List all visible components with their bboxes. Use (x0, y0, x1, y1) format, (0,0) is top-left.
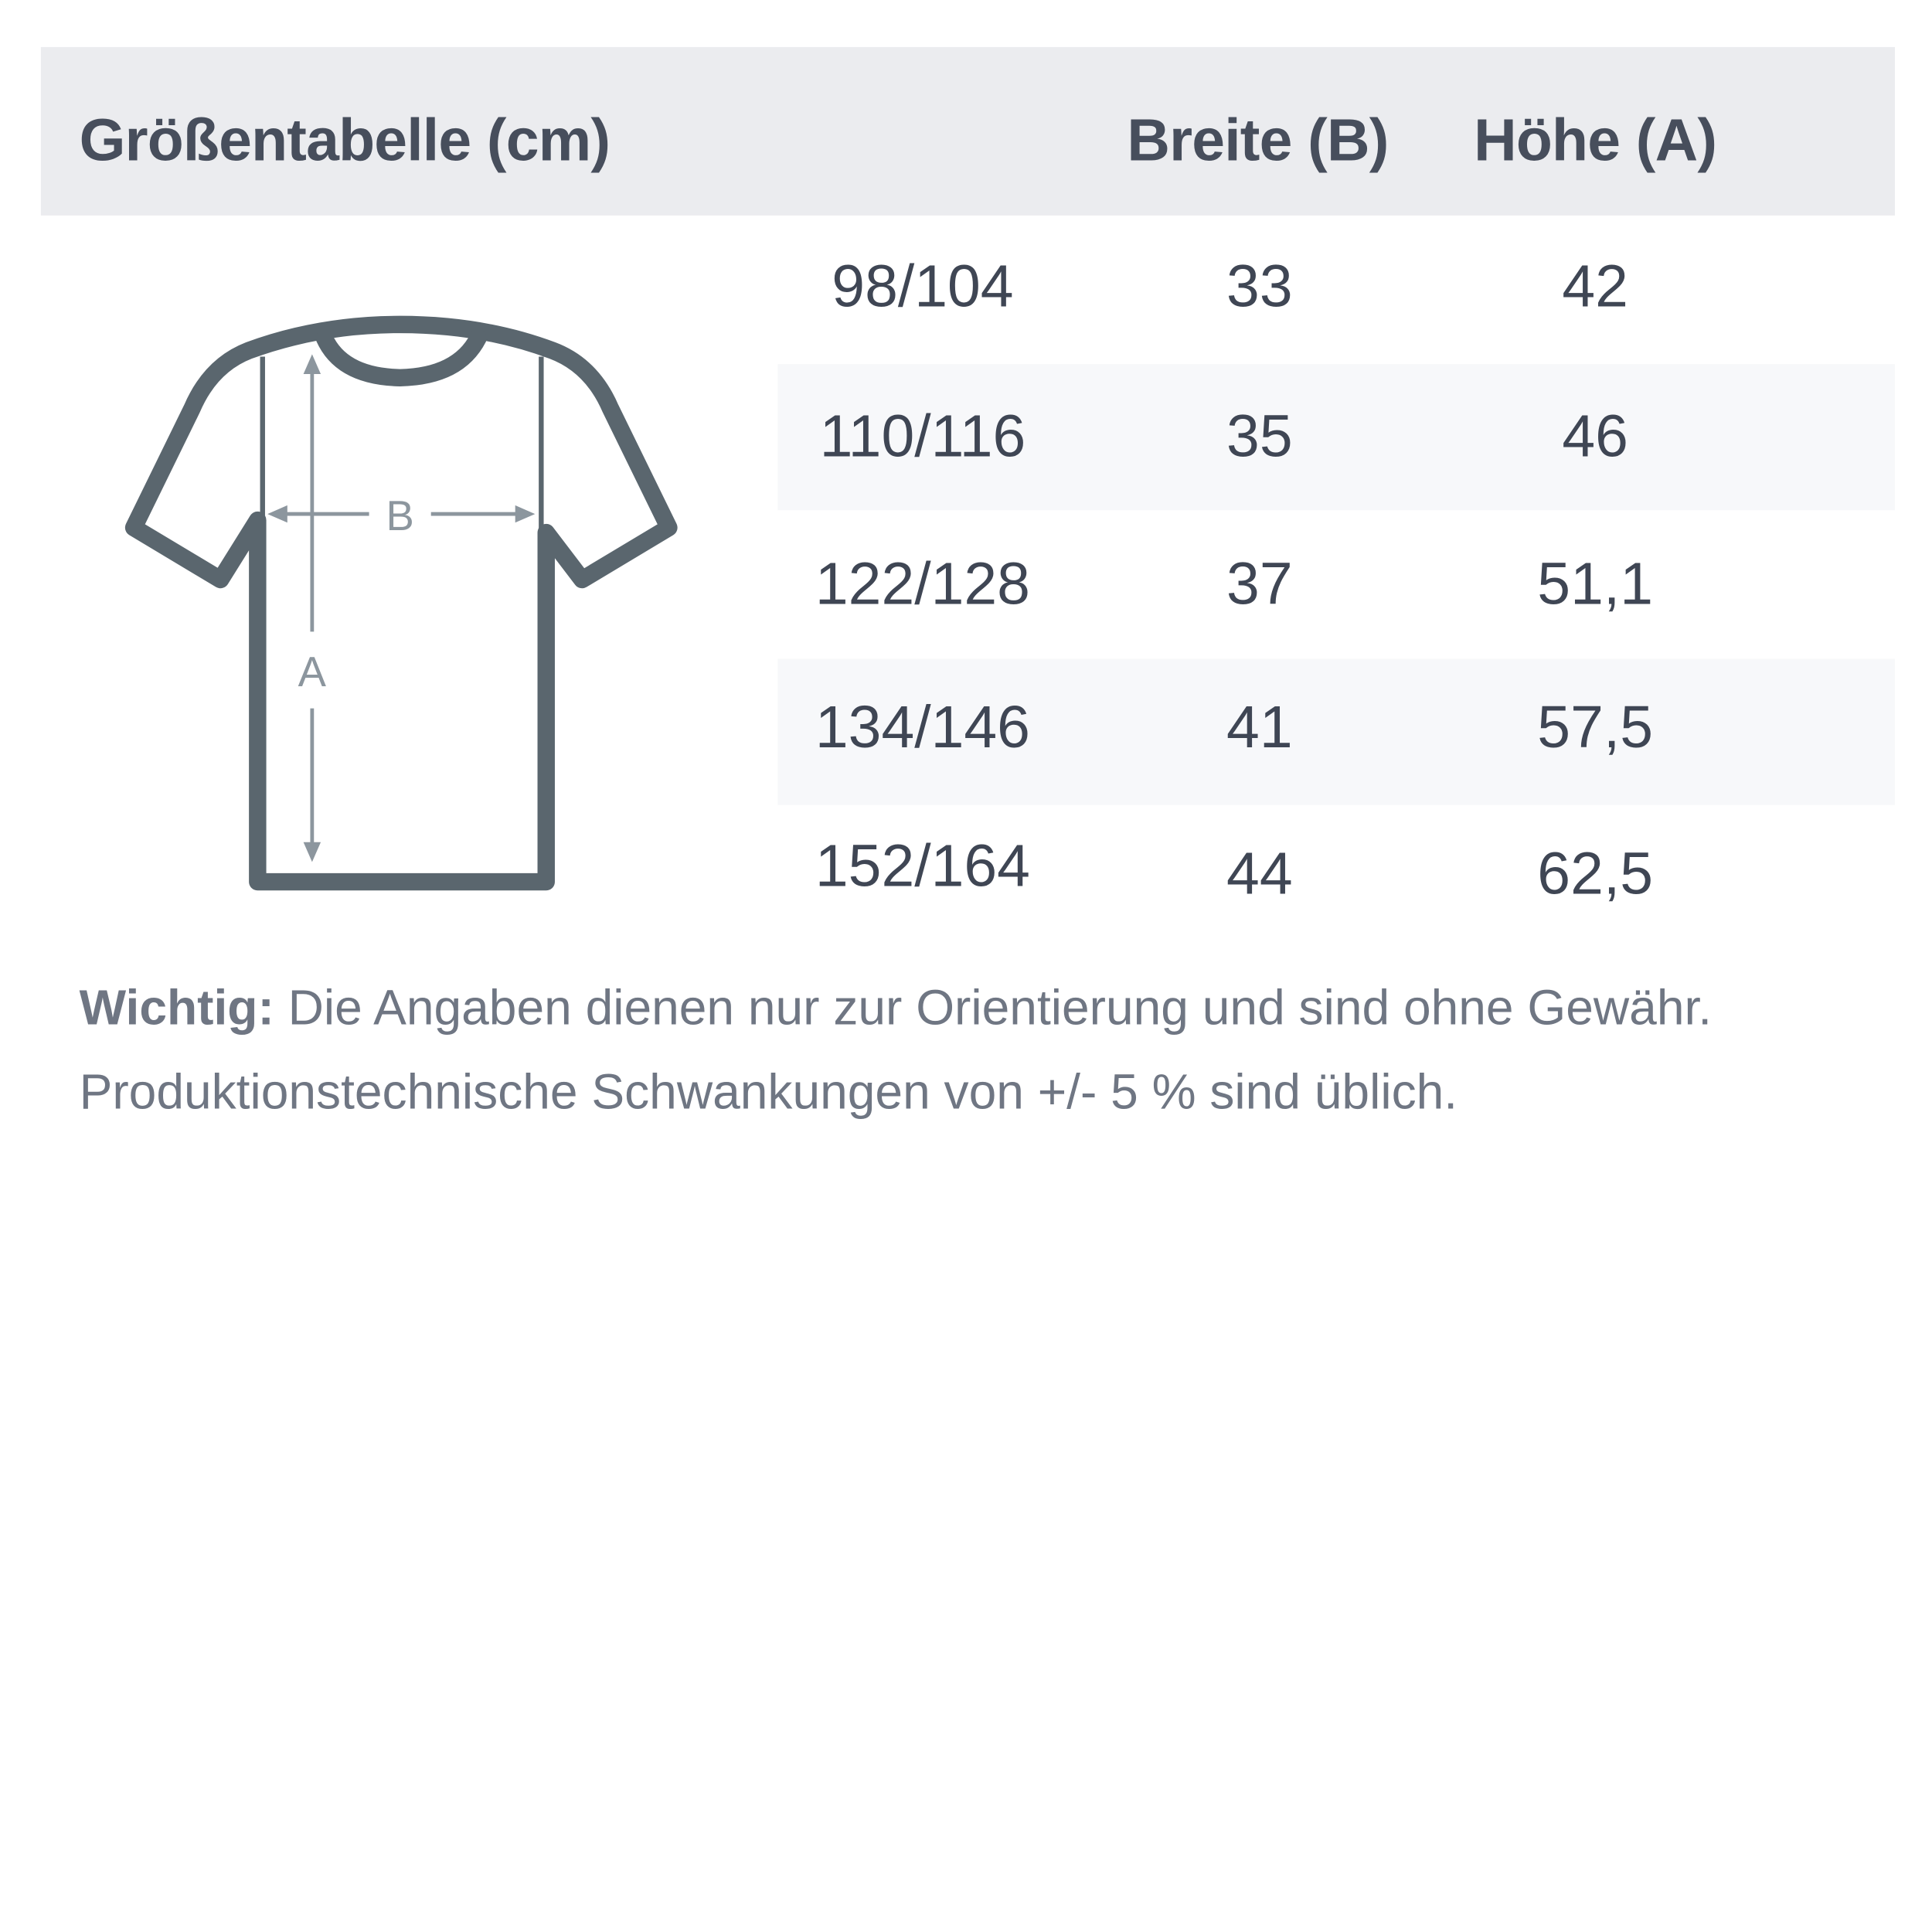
tshirt-diagram-icon: B A (124, 315, 678, 891)
size-cell: 152/164 (815, 834, 1030, 900)
size-cell: 122/128 (815, 551, 1030, 617)
width-cell: 44 (1226, 841, 1293, 907)
column-header-height: Höhe (A) (1474, 108, 1717, 175)
label-b: B (386, 492, 413, 539)
size-cell: 110/116 (819, 404, 1026, 471)
height-cell: 46 (1562, 404, 1628, 471)
height-cell: 51,1 (1537, 551, 1654, 617)
height-cell: 42 (1562, 254, 1628, 321)
size-cell: 134/146 (815, 695, 1030, 761)
row-stripe (777, 364, 1895, 511)
note-line-1: Wichtig: Die Angaben dienen nur zur Orie… (80, 981, 1713, 1036)
column-header-width: Breite (B) (1127, 108, 1389, 175)
size-cell: 98/104 (832, 254, 1014, 321)
width-cell: 41 (1226, 695, 1293, 761)
row-stripe (777, 658, 1895, 805)
note-bold: Wichtig: (79, 981, 274, 1036)
label-a: A (298, 648, 327, 696)
width-cell: 33 (1226, 254, 1293, 321)
note-line-2: Produktionstechnische Schwankungen von +… (79, 1065, 1458, 1120)
width-cell: 37 (1226, 551, 1293, 617)
table-header: Größentabelle (cm) Breite (B) Höhe (A) (40, 46, 1895, 216)
width-cell: 35 (1226, 404, 1293, 471)
height-cell: 62,5 (1537, 841, 1654, 907)
table-title: Größentabelle (cm) (79, 108, 611, 175)
height-cell: 57,5 (1537, 695, 1654, 761)
note-text-1: Die Angaben dienen nur zur Orientierung … (287, 981, 1713, 1036)
